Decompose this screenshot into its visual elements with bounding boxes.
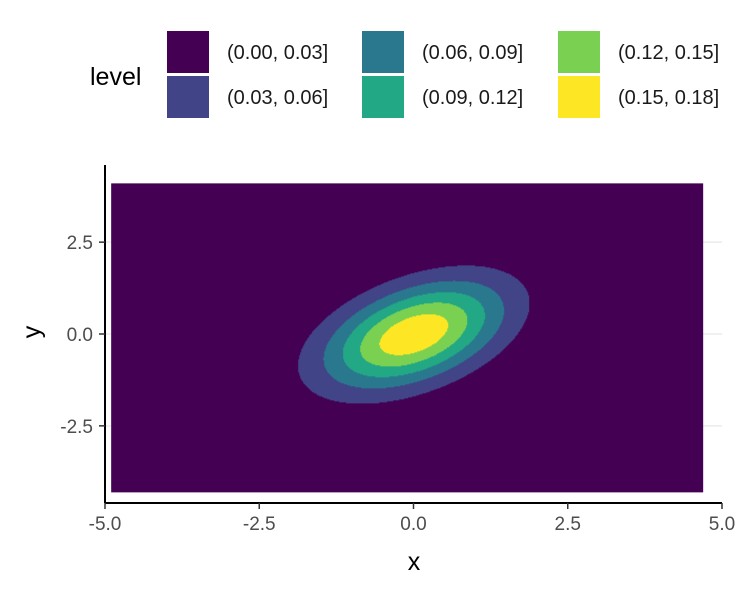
legend-label: (0.09, 0.12] [422, 87, 523, 109]
legend-item: (0.00, 0.03] [167, 31, 328, 73]
legend-swatch [362, 76, 404, 118]
y-tick-label: 0.0 [67, 325, 93, 346]
legend-item: (0.15, 0.18] [558, 76, 719, 118]
y-tick-label: -2.5 [60, 417, 93, 438]
x-tick-label: 2.5 [555, 514, 581, 535]
legend-item: (0.12, 0.15] [558, 31, 719, 73]
y-axis-title: y [18, 325, 46, 338]
x-tick-label: 0.0 [400, 514, 426, 535]
legend-label: (0.00, 0.03] [227, 42, 328, 64]
legend-swatch [167, 31, 209, 73]
legend: level (0.00, 0.03] (0.03, 0.06] (0.06, 0.0… [90, 31, 719, 118]
x-tick-label: -2.5 [243, 514, 276, 535]
legend-label: (0.15, 0.18] [618, 87, 719, 109]
legend-label: (0.06, 0.09] [422, 42, 523, 64]
density-contour-fill [111, 183, 704, 493]
legend-swatch [558, 31, 600, 73]
legend-label: (0.03, 0.06] [227, 87, 328, 109]
x-tick-label: -5.0 [89, 514, 122, 535]
x-tick-label: 5.0 [709, 514, 735, 535]
legend-label: (0.12, 0.15] [618, 42, 719, 64]
legend-swatch [362, 31, 404, 73]
legend-item: (0.09, 0.12] [362, 76, 523, 118]
legend-item: (0.03, 0.06] [167, 76, 328, 118]
x-axis-title: x [408, 548, 421, 576]
legend-item: (0.06, 0.09] [362, 31, 523, 73]
legend-swatch [558, 76, 600, 118]
legend-swatch [167, 76, 209, 118]
axes: -5.0 -2.5 0.0 2.5 5.0 -2.5 0.0 2.5 [60, 165, 735, 535]
y-tick-label: 2.5 [67, 233, 93, 254]
legend-title: level [90, 63, 141, 91]
plot-area [111, 183, 704, 493]
